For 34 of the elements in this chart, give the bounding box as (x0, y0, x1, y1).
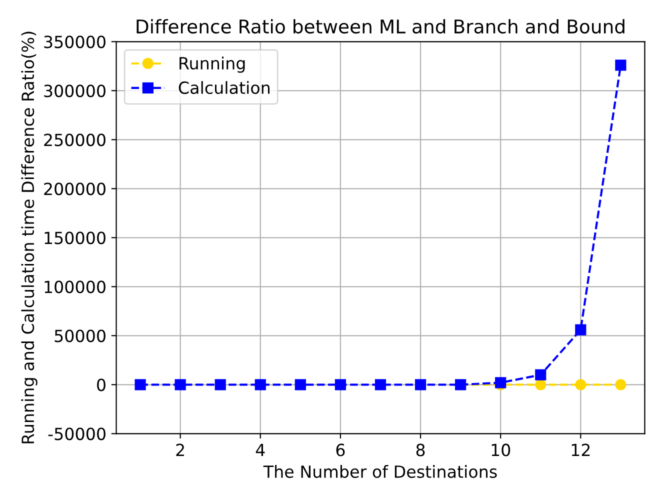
point (575, 379, 586, 390)
point (214, 379, 226, 390)
y-tick-label: 100000 (44, 280, 106, 294)
y-tick-label: -50000 (48, 428, 106, 440)
y-tick-label: 200000 (44, 182, 106, 196)
point (174, 379, 186, 390)
y-tick-label: 300000 (44, 84, 106, 98)
point (414, 379, 426, 390)
x-tick-label: 8 (416, 444, 425, 456)
x-tick-label: 2 (176, 444, 184, 456)
y-tick-label: 350000 (44, 36, 106, 48)
point (615, 60, 626, 71)
y-tick-label: 150000 (44, 232, 106, 244)
point (334, 379, 346, 390)
y-axis-title: Running and Calculation time Difference Ratio(%) (21, 32, 38, 444)
point (294, 379, 306, 390)
point (254, 379, 266, 390)
legend-label: Running (180, 56, 245, 73)
point (134, 379, 146, 390)
point (615, 379, 626, 390)
y-tick-label: 250000 (44, 134, 106, 146)
x-tick-label: 6 (336, 444, 345, 456)
point (575, 324, 586, 336)
x-tick-label: 10 (492, 444, 510, 456)
x-axis-title: The Number of Destinations (263, 465, 497, 478)
point (535, 379, 546, 390)
y-tick-label: 50000 (54, 330, 106, 342)
legend-label: Calculation (178, 81, 270, 94)
x-tick-label: 4 (256, 444, 265, 456)
point (535, 369, 546, 380)
y-tick-label: 0 (97, 378, 106, 392)
chart-title: Difference Ratio between ML and Branch and Bound (136, 19, 624, 34)
x-tick-label: 12 (572, 444, 590, 456)
point (374, 379, 386, 390)
